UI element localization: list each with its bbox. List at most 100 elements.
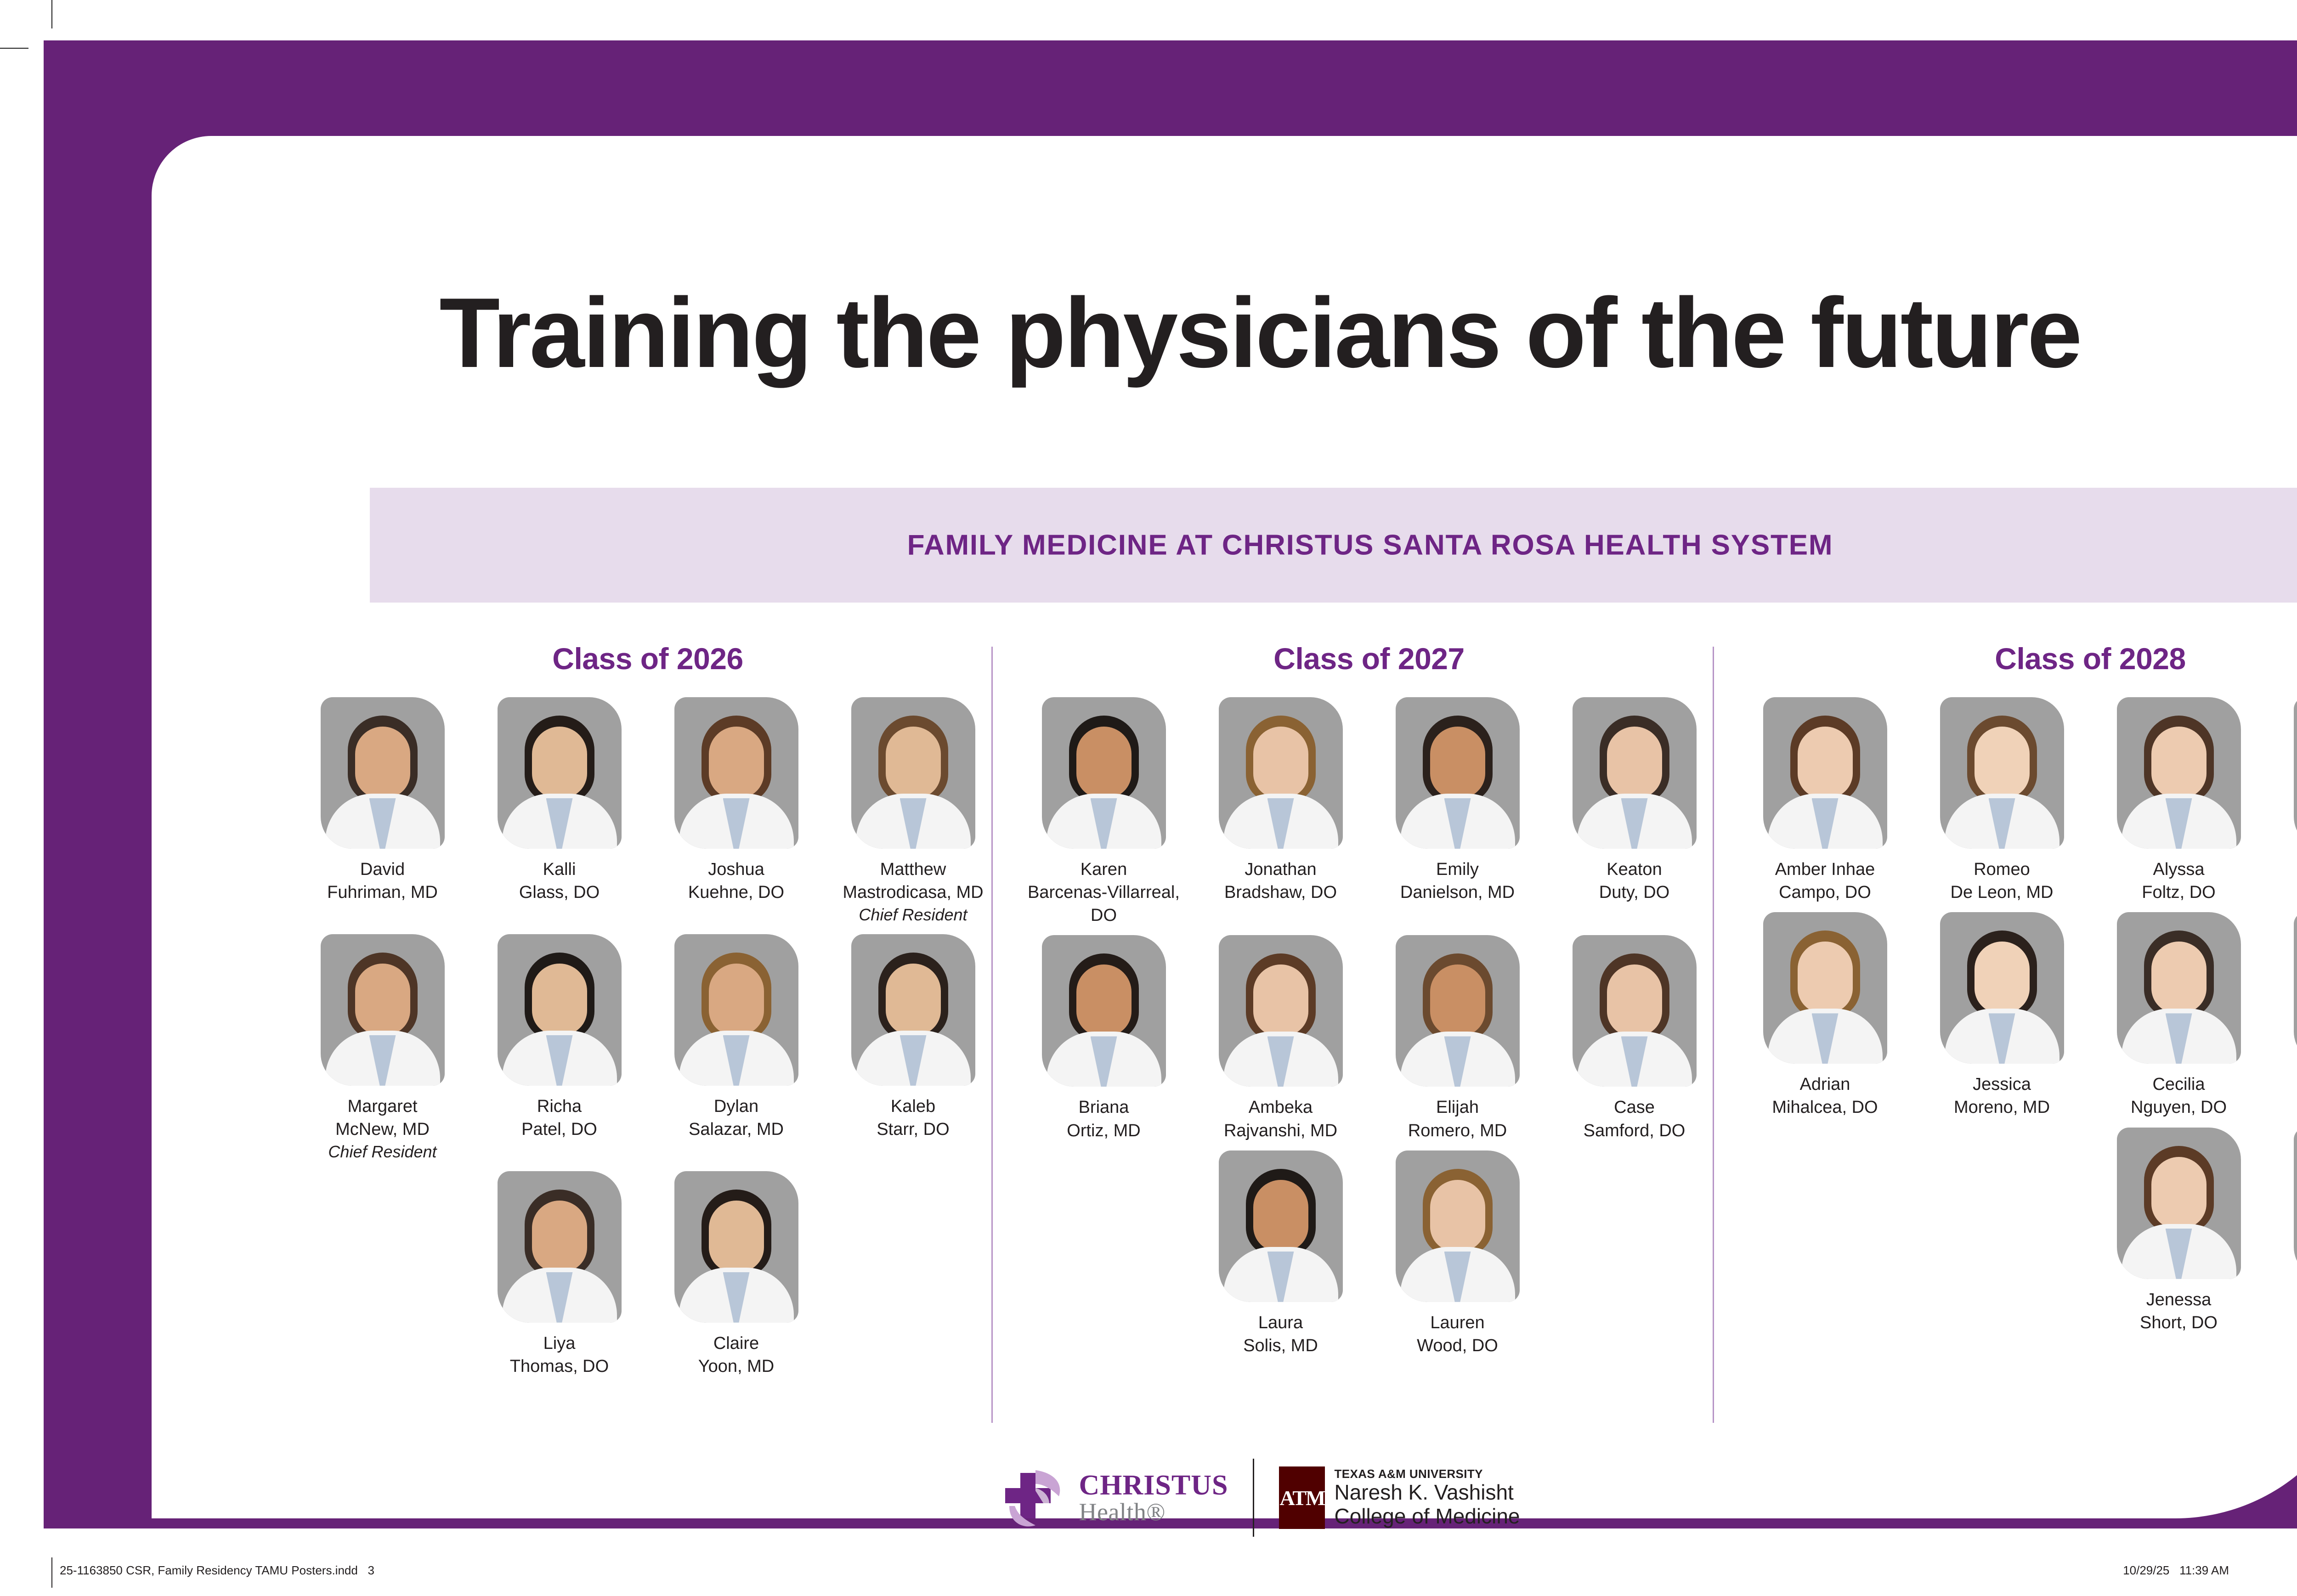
resident-card[interactable]: Romeo De Leon, MD: [1913, 697, 2090, 904]
resident-card[interactable]: Jessica Moreno, MD: [1913, 912, 2090, 1119]
resident-card[interactable]: Lauren Wood, DO: [1369, 1150, 1546, 1357]
christus-name: CHRISTUS: [1079, 1470, 1228, 1501]
resident-card[interactable]: Elijah Romero, MD: [1369, 935, 1546, 1142]
resident-name: Jessica Moreno, MD: [1954, 1073, 2050, 1119]
resident-name: Karen Barcenas-Villarreal, DO: [1015, 858, 1192, 927]
resident-photo: [1940, 697, 2064, 849]
resident-card[interactable]: Briana Ortiz, MD: [1015, 935, 1192, 1142]
resident-card[interactable]: Kalli Glass, DO: [471, 697, 648, 926]
resident-name: Amber Inhae Campo, DO: [1775, 858, 1875, 904]
resident-last-name: De Leon, MD: [1950, 883, 2054, 902]
resident-first-name: Elijah: [1436, 1098, 1479, 1117]
resident-first-name: Dylan: [713, 1096, 759, 1116]
resident-card[interactable]: Ambeka Rajvanshi, MD: [1192, 935, 1369, 1142]
resident-last-name: Ortiz, MD: [1067, 1121, 1141, 1140]
resident-photo: [2293, 912, 2297, 1064]
resident-last-name: Kuehne, DO: [688, 883, 785, 902]
resident-role: Chief Resident: [328, 1142, 437, 1162]
resident-photo: [2293, 697, 2297, 849]
resident-first-name: Briana: [1078, 1098, 1129, 1117]
resident-card[interactable]: Melanie AnnMcCoy, MD: [2267, 697, 2297, 904]
resident-first-name: Keaton: [1607, 860, 1662, 879]
resident-last-name: Barcenas-Villarreal, DO: [1028, 883, 1180, 925]
resident-photo: [1041, 935, 1166, 1087]
resident-card[interactable]: Jenessa Short, DO: [2090, 1127, 2267, 1334]
tamu-shield-icon: ATM: [1279, 1466, 1325, 1529]
resident-photo: [1395, 935, 1520, 1087]
resident-name: Emily Danielson, MD: [1400, 858, 1515, 904]
resident-card[interactable]: Alyssa Foltz, DO: [2090, 697, 2267, 904]
resident-card[interactable]: Jonathan Bradshaw, DO: [1192, 697, 1369, 927]
resident-card[interactable]: Case Samford, DO: [1546, 935, 1723, 1142]
resident-name: Margaret McNew, MD: [335, 1095, 430, 1141]
christus-health-logo: CHRISTUS Health®: [1000, 1463, 1228, 1532]
resident-name: Lauren Wood, DO: [1417, 1311, 1498, 1357]
resident-name: Richa Patel, DO: [521, 1095, 597, 1141]
resident-card[interactable]: Joshua Kuehne, DO: [648, 697, 825, 926]
resident-first-name: Joshua: [708, 860, 764, 879]
resident-last-name: Nguyen, DO: [2130, 1098, 2227, 1117]
resident-card[interactable]: Matthew Mastrodicasa, MD Chief Resident: [825, 697, 1001, 926]
resident-last-name: Short, DO: [2140, 1313, 2218, 1332]
resident-name: Dylan Salazar, MD: [689, 1095, 784, 1141]
resident-photo: [851, 697, 975, 849]
grid-spacer: [1737, 1128, 1913, 1334]
resident-name: Briana Ortiz, MD: [1067, 1096, 1140, 1142]
resident-first-name: David: [360, 860, 405, 879]
resident-photo: [497, 1171, 622, 1323]
resident-photo: [2116, 912, 2241, 1064]
resident-card[interactable]: Margaret McNew, MD Chief Resident: [294, 934, 471, 1163]
resident-photo: [1395, 697, 1520, 849]
resident-card[interactable]: Kaleb Starr, DO: [825, 934, 1001, 1163]
resident-name: Joshua Kuehne, DO: [688, 858, 784, 904]
resident-card[interactable]: Richa Patel, DO: [471, 934, 648, 1163]
resident-card[interactable]: Claire Yoon, MD: [648, 1171, 825, 1378]
resident-card[interactable]: DavanteWilson, DO: [2267, 1127, 2297, 1334]
resident-card[interactable]: Adrian Mihalcea, DO: [1737, 912, 1913, 1119]
grid-spacer: [1913, 1128, 2090, 1334]
crop-mark-top-left: [51, 0, 52, 28]
resident-card[interactable]: Dylan Salazar, MD: [648, 934, 825, 1163]
resident-name: Alyssa Foltz, DO: [2142, 858, 2215, 904]
resident-first-name: Richa: [537, 1096, 582, 1116]
resident-first-name: Adrian: [1799, 1075, 1850, 1094]
resident-photo: [1763, 912, 1887, 1064]
resident-name: Cecilia Nguyen, DO: [2131, 1073, 2227, 1119]
poster-background: 00-000000 Training the physicians of the…: [44, 40, 2297, 1537]
resident-photo: [1218, 697, 1343, 849]
tamu-college-line2: College of Medicine: [1334, 1504, 1520, 1528]
resident-first-name: Cecilia: [2152, 1075, 2205, 1094]
class-column-2: Class of 2027 Karen Barcenas-Villarreal, D…: [991, 641, 1727, 1427]
logo-strip: CHRISTUS Health® ATM TEXAS A&M UNIVERSIT…: [152, 1459, 2297, 1537]
resident-name: Ambeka Rajvanshi, MD: [1224, 1096, 1337, 1142]
resident-first-name: Laura: [1258, 1313, 1303, 1332]
resident-card[interactable]: Cecilia Nguyen, DO: [2090, 912, 2267, 1119]
resident-card[interactable]: Amber Inhae Campo, DO: [1737, 697, 1913, 904]
resident-card[interactable]: Emily Danielson, MD: [1369, 697, 1546, 927]
tamu-wordmark: TEXAS A&M UNIVERSITY Naresh K. Vashisht …: [1334, 1467, 1520, 1528]
resident-photo: [1218, 935, 1343, 1087]
resident-card[interactable]: Keaton Duty, DO: [1546, 697, 1723, 927]
crop-mark-left-top: [0, 48, 28, 49]
resident-first-name: Kalli: [543, 860, 576, 879]
resident-first-name: Emily: [1436, 860, 1479, 879]
resident-card[interactable]: Liya Thomas, DO: [471, 1171, 648, 1378]
resident-card[interactable]: Laura Solis, MD: [1192, 1150, 1369, 1357]
resident-photo: [674, 697, 798, 849]
resident-photo: [320, 934, 445, 1086]
resident-photo: [320, 697, 445, 849]
resident-last-name: Bradshaw, DO: [1224, 883, 1337, 902]
print-footer-right: 10/29/25 11:39 AM: [2123, 1563, 2229, 1577]
resident-card[interactable]: Karen Barcenas-Villarreal, DO: [1015, 697, 1192, 927]
resident-photo: [2293, 1127, 2297, 1279]
resident-name: Case Samford, DO: [1584, 1096, 1686, 1142]
resident-name: Kalli Glass, DO: [519, 858, 600, 904]
tamu-college-logo: ATM TEXAS A&M UNIVERSITY Naresh K. Vashi…: [1279, 1466, 1520, 1529]
resident-card[interactable]: AnikaSharma, DO: [2267, 912, 2297, 1119]
resident-card[interactable]: David Fuhriman, MD: [294, 697, 471, 926]
resident-photo: [497, 934, 622, 1086]
resident-photo: [497, 697, 622, 849]
resident-grid: David Fuhriman, MD Kalli Glass, DO Joshua Kue…: [294, 697, 1001, 1386]
resident-first-name: Amber Inhae: [1775, 860, 1875, 879]
resident-first-name: Kaleb: [890, 1096, 936, 1116]
